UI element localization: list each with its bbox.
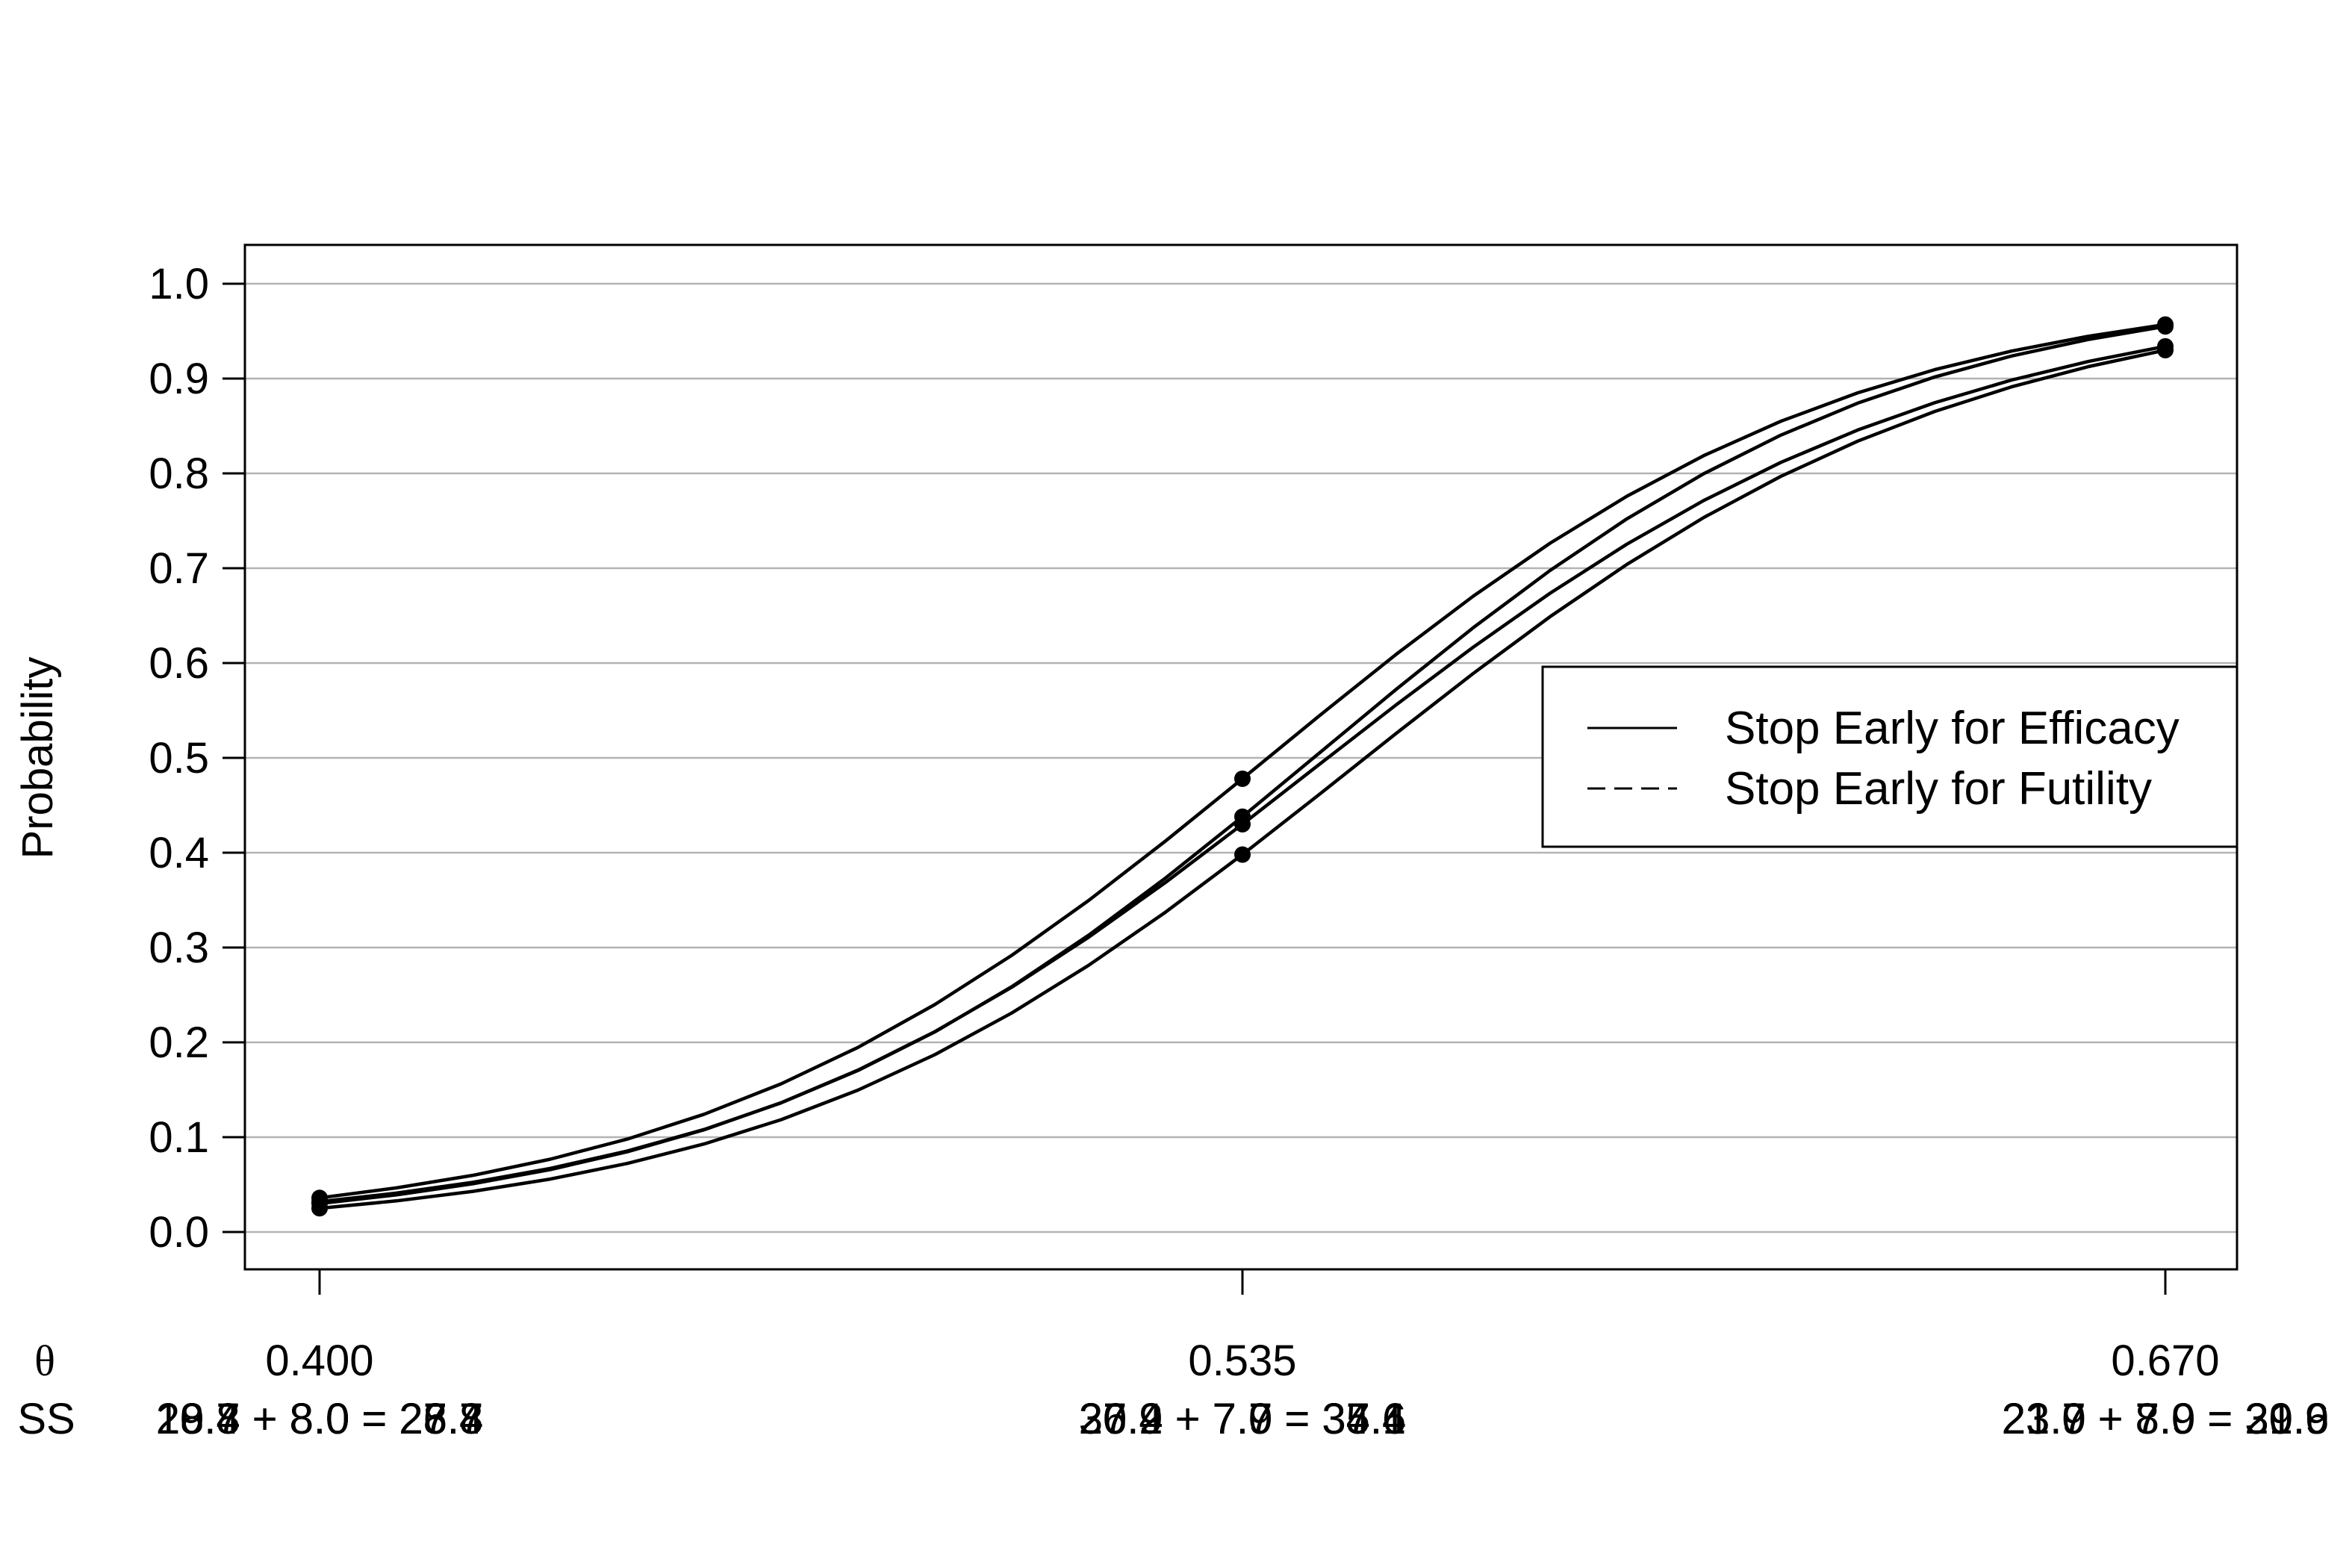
- y-tick-label: 0.1: [149, 1113, 209, 1162]
- ss-label: 18.8 + 8.0 = 26.8: [156, 1395, 484, 1443]
- legend-box: [1541, 665, 2239, 848]
- x-tick-label: 0.535: [1188, 1337, 1296, 1385]
- ss-label: 30.4 + 7.0 = 37.4: [1079, 1395, 1407, 1443]
- y-tick-label: 0.5: [149, 734, 209, 783]
- x-tick-label: 0.400: [265, 1337, 373, 1385]
- y-tick-label: 0.0: [149, 1208, 209, 1257]
- y-tick-label: 0.2: [149, 1018, 209, 1067]
- series-point: [2157, 318, 2174, 335]
- ss-label: 27.9 + 7.7 = 35.6: [1079, 1395, 1407, 1443]
- y-tick-label: 0.9: [149, 355, 209, 403]
- y-axis-title: Probability: [13, 657, 62, 859]
- ss-row-label: SS: [17, 1395, 75, 1443]
- ss-label: 23.7 + 7.9 = 31.6: [2002, 1395, 2330, 1443]
- y-tick-label: 0.7: [149, 544, 209, 593]
- y-tick-label: 0.4: [149, 829, 209, 877]
- y-axis: 0.0 0.1 0.2 0.3 0.4 0.5 0.6 0.7 0.8 0.9 1.0: [149, 260, 245, 1257]
- series-lines: [311, 316, 2174, 1217]
- ss-label: 26.2 + 7.9 = 34.1: [1079, 1395, 1407, 1443]
- series-point: [2157, 341, 2174, 358]
- theta-row-label: θ: [34, 1337, 55, 1385]
- legend-label-futility: Stop Early for Futility: [1725, 763, 2152, 815]
- ss-label: 21.9 + 8.0 = 29.9: [2002, 1395, 2330, 1443]
- y-tick-label: 0.3: [149, 924, 209, 972]
- ss-label: 20.4 + 8.0 = 28.4: [156, 1395, 484, 1443]
- ss-labels: 20.4 + 8.0 = 28.419.7 + 8.0 = 27.718.8 +…: [156, 1395, 2330, 1443]
- y-tick-label: 1.0: [149, 260, 209, 308]
- legend-label-efficacy: Stop Early for Efficacy: [1725, 703, 2180, 754]
- legend: Stop Early for Efficacy Stop Early for F…: [1541, 665, 2239, 848]
- x-tick-label: 0.670: [2111, 1337, 2219, 1385]
- x-axis: 0.400 0.535 0.670: [265, 1269, 2220, 1385]
- series-point: [1234, 846, 1251, 863]
- series-point: [1234, 770, 1251, 787]
- series-point: [1234, 815, 1251, 833]
- series-point: [311, 1200, 328, 1217]
- ss-label: 19.7 + 8.0 = 27.7: [156, 1395, 484, 1443]
- ss-label: 23.0 + 7.9 = 30.9: [2002, 1395, 2330, 1443]
- y-tick-label: 0.8: [149, 449, 209, 498]
- y-tick-label: 0.6: [149, 639, 209, 688]
